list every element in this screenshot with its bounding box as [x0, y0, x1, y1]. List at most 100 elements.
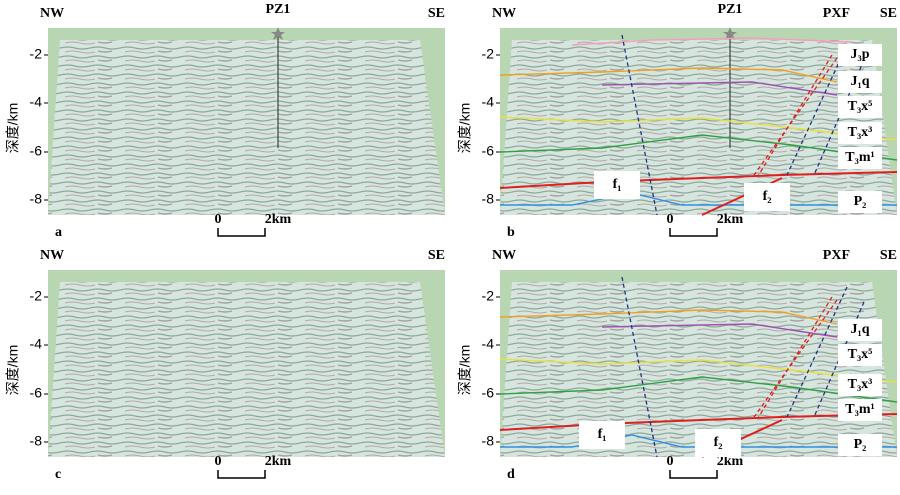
- horizon-line: [601, 323, 838, 338]
- scale-length: 2km: [265, 212, 292, 227]
- direction-right: SE: [880, 248, 897, 263]
- horizon-label: T₃m¹: [845, 150, 874, 165]
- horizon-line: [571, 37, 853, 46]
- fault-line: [786, 44, 848, 176]
- y-tick-label: -4: [482, 94, 495, 110]
- fault-label-box: [695, 429, 741, 457]
- fault-line: [757, 296, 833, 419]
- horizon-line: [499, 376, 898, 403]
- horizon-line: [500, 434, 897, 448]
- seismic-base: [48, 457, 445, 484]
- y-tick-label: -8: [482, 433, 495, 449]
- fault-label: f₂: [714, 435, 723, 450]
- fault-line: [757, 54, 833, 177]
- fault-label-box: [594, 171, 640, 199]
- panel: c NW SE 深度/km -2 -4 -6 -8 0 2km: [5, 248, 445, 484]
- y-tick-label: -6: [482, 143, 495, 159]
- panel-letter: b: [507, 225, 515, 240]
- horizon-label: T₃x⁵: [848, 347, 873, 362]
- y-axis-label: 深度/km: [457, 103, 473, 154]
- seismic-base: [500, 457, 897, 484]
- horizon-label: T₃x⁵: [848, 99, 873, 114]
- direction-left: NW: [40, 248, 64, 263]
- horizon-line: [499, 358, 898, 383]
- y-tick-label: -2: [482, 288, 495, 304]
- fault-line: [786, 286, 848, 418]
- y-axis-label: 深度/km: [5, 345, 21, 396]
- fault-line: [621, 34, 658, 216]
- well-name: PZ1: [266, 2, 291, 17]
- fault-label: f₂: [763, 189, 772, 204]
- direction-left: NW: [40, 6, 64, 21]
- y-tick-label: -8: [30, 433, 43, 449]
- direction-left: NW: [492, 6, 516, 21]
- seismic-section: [48, 282, 445, 457]
- panel-letter: c: [55, 467, 61, 482]
- scale-zero: 0: [667, 212, 674, 227]
- y-tick-label: -4: [482, 336, 495, 352]
- y-tick-label: -2: [30, 46, 43, 62]
- horizon-line: [499, 116, 898, 141]
- horizon-label: T₃x³: [848, 377, 873, 392]
- fault-label-box: [744, 183, 790, 211]
- panel: d NW SE 深度/km -2 -4 -6 -8 0 2km PXF J₁q T₃x⁵ T₃x³ T₃m¹…: [457, 248, 898, 484]
- scale-bar: [669, 228, 718, 237]
- horizon-label-box: [838, 147, 882, 169]
- horizon-label: T₃x³: [848, 125, 873, 140]
- y-tick-label: -6: [30, 143, 43, 159]
- horizon-label: J₁q: [851, 322, 870, 337]
- fault-line: [751, 299, 838, 421]
- seismic-base: [500, 215, 897, 242]
- y-tick-label: -4: [30, 94, 43, 110]
- horizon-label: P₂: [854, 194, 867, 209]
- horizon-label-box: [838, 191, 882, 213]
- horizon-line: [499, 67, 838, 83]
- direction-right: SE: [880, 6, 897, 21]
- y-tick-label: -6: [482, 385, 495, 401]
- horizon-label: J₃p: [851, 47, 870, 62]
- well-star: [271, 27, 285, 40]
- horizon-label-box: [838, 44, 882, 66]
- y-tick-label: -2: [30, 288, 43, 304]
- horizon-line: [499, 309, 838, 325]
- fault-line: [751, 57, 838, 179]
- scale-zero: 0: [215, 212, 222, 227]
- well-star: [723, 27, 737, 40]
- y-tick-label: -8: [30, 191, 43, 207]
- horizon-line: [499, 171, 898, 189]
- panel-letter: d: [507, 467, 515, 482]
- horizon-label-box: [838, 71, 882, 93]
- direction-right: SE: [428, 248, 445, 263]
- scale-bar: [217, 470, 266, 479]
- y-tick-label: -2: [482, 46, 495, 62]
- y-axis-label: 深度/km: [457, 345, 473, 396]
- scale-length: 2km: [717, 454, 744, 469]
- horizon-label-box: [838, 122, 882, 144]
- horizon-label-box: [838, 344, 882, 366]
- horizon-line: [499, 413, 898, 431]
- panel: b NW SE 深度/km -2 -4 -6 -8 0 2km PZ1 PXF J₃p J₁q T₃x⁵ T₃…: [457, 2, 898, 242]
- y-tick-label: -4: [30, 336, 43, 352]
- y-tick-label: -8: [482, 191, 495, 207]
- horizon-label-box: [838, 319, 882, 341]
- fault-label-box: [579, 421, 625, 449]
- direction-right: SE: [428, 6, 445, 21]
- scale-bar: [217, 228, 266, 237]
- horizon-label-box: [838, 374, 882, 396]
- scale-zero: 0: [215, 454, 222, 469]
- scale-bar: [669, 470, 718, 479]
- fault-label: f₁: [598, 427, 607, 442]
- scale-length: 2km: [265, 454, 292, 469]
- y-tick-label: -6: [30, 385, 43, 401]
- direction-left: NW: [492, 248, 516, 263]
- seismic-section: [500, 282, 897, 457]
- seismic-section: [48, 40, 445, 215]
- horizon-label-box: [838, 434, 882, 456]
- horizon-label: J₁q: [851, 74, 870, 89]
- scale-length: 2km: [717, 212, 744, 227]
- horizon-label-box: [838, 96, 882, 118]
- fault-zone-name: PXF: [823, 6, 850, 21]
- horizon-line: [601, 81, 838, 96]
- horizon-label: P₂: [854, 437, 867, 452]
- scale-zero: 0: [667, 454, 674, 469]
